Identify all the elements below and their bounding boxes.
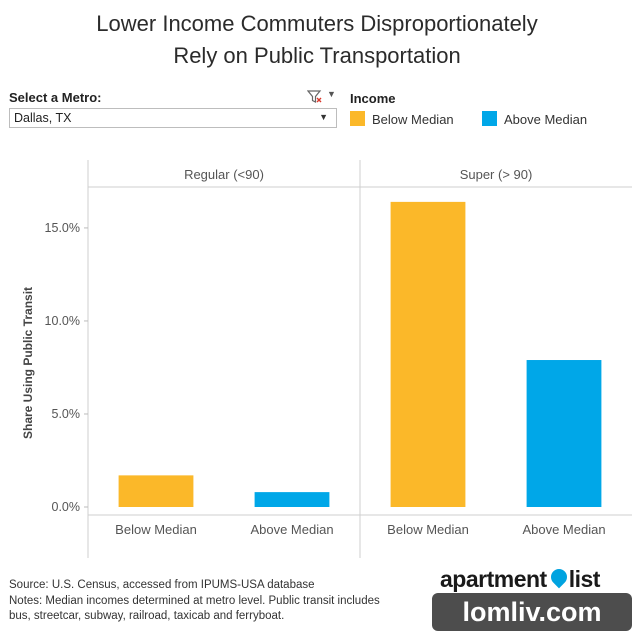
y-tick-label: 0.0% [52,500,81,514]
location-pin-icon [547,565,571,589]
metro-select-value: Dallas, TX [14,111,72,125]
logo-word-apartment: apartment [440,566,547,592]
y-tick-label: 10.0% [45,314,80,328]
legend-label-below-median: Below Median [372,112,454,127]
chart-title: Lower Income Commuters Disproportionatel… [0,8,634,72]
watermark: lomliv.com [432,593,632,631]
source-line-2: Notes: Median incomes determined at metr… [9,594,380,607]
logo-word-list: list [568,566,601,592]
title-line-2: Rely on Public Transportation [173,43,461,68]
title-line-1: Lower Income Commuters Disproportionatel… [96,11,538,36]
source-line-3: bus, streetcar, subway, railroad, taxica… [9,610,285,622]
metro-filter-label: Select a Metro: [9,90,102,105]
bar [526,360,602,507]
bar [254,492,330,507]
x-tick-label: Below Median [115,522,197,537]
x-tick-label: Below Median [387,522,469,537]
filter-menu-chevron-icon[interactable]: ▼ [327,89,336,99]
x-tick-label: Above Median [522,522,605,537]
y-tick-label: 15.0% [45,221,80,235]
legend-title: Income [350,91,396,106]
x-tick-label: Above Median [250,522,333,537]
panel-header-label: Regular (<90) [184,167,264,182]
y-axis-label: Share Using Public Transit [21,287,35,439]
legend-swatch-below-median [350,111,365,126]
legend-label-above-median: Above Median [504,112,588,127]
clear-filter-icon[interactable] [306,90,323,109]
bar [118,475,194,507]
bar [390,201,466,507]
panel-header-label: Super (> 90) [460,167,533,182]
source-notes: Source: U.S. Census, accessed from IPUMS… [9,578,380,625]
legend-swatch-above-median [482,111,497,126]
chevron-down-icon: ▼ [319,112,328,122]
y-tick-label: 5.0% [52,407,81,421]
bar-chart: 0.0% 5.0% 10.0% 15.0% Share Using Public Tra… [21,160,632,558]
apartment-list-logo: apartment list [440,565,601,593]
metro-select[interactable]: Dallas, TX ▼ [9,108,337,128]
source-line-1: Source: U.S. Census, accessed from IPUMS… [9,579,315,591]
